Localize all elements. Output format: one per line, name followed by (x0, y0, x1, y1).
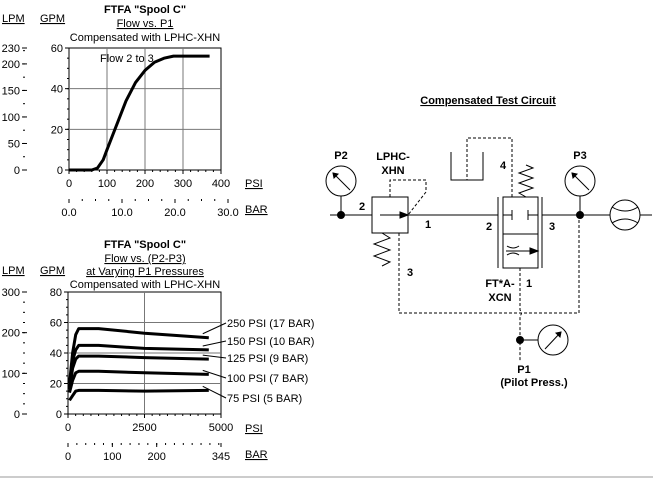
chart2-xlabel: PSI (245, 423, 263, 435)
ft-label-2: XCN (488, 292, 511, 304)
x-tick-label: 300 (174, 178, 192, 190)
x-tick-label: 200 (136, 178, 154, 190)
y2-tick-label: 0 (14, 409, 20, 421)
y2-tick-label: 200 (2, 328, 20, 340)
lphc-port-2: 2 (359, 201, 365, 213)
x-tick-label: 400 (212, 178, 230, 190)
leader-line (202, 354, 227, 359)
lphc-port-1: 1 (425, 219, 431, 231)
chart2-subtitle3: Compensated with LPHC-XHN (70, 279, 220, 291)
tank-icon (450, 152, 484, 181)
y-tick-label: 20 (50, 379, 62, 391)
chart2-ylabel: GPM (40, 265, 65, 277)
ft-port-2: 2 (486, 221, 492, 233)
y-tick-label: 40 (50, 348, 62, 360)
x2-tick-label: 0.0 (61, 207, 76, 219)
chart2-ylabel2: LPM (2, 265, 25, 277)
ft-valve-symbol (450, 137, 543, 362)
series-line (68, 369, 209, 393)
series-label: 125 PSI (9 BAR) (227, 353, 308, 365)
y-tick-label: 0 (56, 409, 62, 421)
x2-tick-label: 20.0 (164, 207, 185, 219)
p2-gauge-icon (325, 165, 357, 219)
y2-tick-label: 50 (8, 138, 20, 150)
y-tick-label: 20 (51, 124, 63, 136)
p3-gauge-icon (564, 165, 596, 219)
y-tick-label: 40 (51, 84, 63, 96)
x-tick-label: 0 (66, 178, 72, 190)
series-label: 100 PSI (7 BAR) (227, 373, 308, 385)
lphc-port-3: 3 (407, 267, 413, 279)
leader-line (202, 385, 227, 399)
leader-line (202, 340, 227, 347)
x2-tick-label: 100 (103, 451, 121, 463)
p3-label: P3 (573, 150, 586, 162)
ft-port-4: 4 (500, 160, 507, 172)
chart2-subtitle2: at Varying P1 Pressures (86, 266, 204, 278)
x-tick-label: 100 (98, 178, 116, 190)
y2-tick-label: 200 (2, 59, 20, 71)
circuit-title: Compensated Test Circuit (420, 95, 556, 107)
x2-tick-label: 345 (212, 451, 230, 463)
y2-tick-label: 300 (2, 287, 20, 299)
series-label: 75 PSI (5 BAR) (227, 393, 302, 405)
lphc-label-1: LPHC- (376, 151, 410, 163)
p2-label: P2 (334, 150, 347, 162)
series-label: 250 PSI (17 BAR) (227, 318, 314, 330)
chart-flow-vs-p2-p3: FTFA "Spool C" Flow vs. (P2-P3) at Varyi… (2, 239, 315, 463)
chart1-ylabel2: LPM (2, 13, 25, 25)
chart2-title: FTFA "Spool C" (104, 239, 186, 251)
y2-tick-label: 150 (2, 85, 20, 97)
lphc-valve-symbol (371, 179, 580, 314)
p1-note: (Pilot Press.) (500, 377, 568, 389)
series-line (68, 388, 209, 402)
p1-label: P1 (517, 364, 530, 376)
y2-tick-label: 100 (2, 368, 20, 380)
compensated-test-circuit: Compensated Test Circuit P2 LPHC- XHN 2 … (325, 95, 652, 389)
chart2-xlabel2: BAR (245, 449, 268, 461)
y-tick-label: 60 (50, 318, 62, 330)
leader-line (202, 322, 227, 335)
x2-tick-label: 0 (65, 451, 71, 463)
x2-tick-label: 10.0 (111, 207, 132, 219)
lphc-label-2: XHN (381, 165, 404, 177)
ft-label-1: FT*A- (485, 278, 515, 290)
ft-port-3: 3 (549, 221, 555, 233)
p1-gauge-icon (516, 324, 569, 356)
series-label: 150 PSI (10 BAR) (227, 336, 314, 348)
x-tick-label: 0 (65, 422, 71, 434)
x-tick-label: 2500 (132, 422, 156, 434)
flowmeter-icon (609, 199, 641, 231)
series-line (68, 343, 209, 387)
series-line (68, 354, 209, 390)
series-line (68, 327, 209, 384)
chart1-ylabel: GPM (40, 13, 65, 25)
chart1-subtitle2: Compensated with LPHC-XHN (70, 32, 220, 44)
chart1-subtitle: Flow vs. P1 (117, 18, 174, 30)
y-tick-label: 60 (51, 43, 63, 55)
chart1-xlabel: PSI (245, 178, 263, 190)
y-tick-label: 0 (57, 165, 63, 177)
chart2-subtitle: Flow vs. (P2-P3) (104, 253, 185, 265)
chart-flow-vs-p1: FTFA "Spool C" Flow vs. P1 Compensated w… (2, 4, 268, 219)
y-tick-label: 80 (50, 287, 62, 299)
x2-tick-label: 200 (148, 451, 166, 463)
ft-port-1: 1 (526, 278, 532, 290)
y2-tick-label: 100 (2, 112, 20, 124)
chart1-annotation: Flow 2 to 3 (100, 53, 154, 65)
x2-tick-label: 30.0 (217, 207, 238, 219)
y2-tick-label: 230 (2, 43, 20, 55)
chart1-xlabel2: BAR (245, 204, 268, 216)
y2-tick-label: 0 (14, 165, 20, 177)
chart1-title: FTFA "Spool C" (104, 4, 186, 16)
leader-line (202, 369, 227, 379)
x-tick-label: 5000 (209, 422, 233, 434)
series-line (69, 54, 210, 172)
